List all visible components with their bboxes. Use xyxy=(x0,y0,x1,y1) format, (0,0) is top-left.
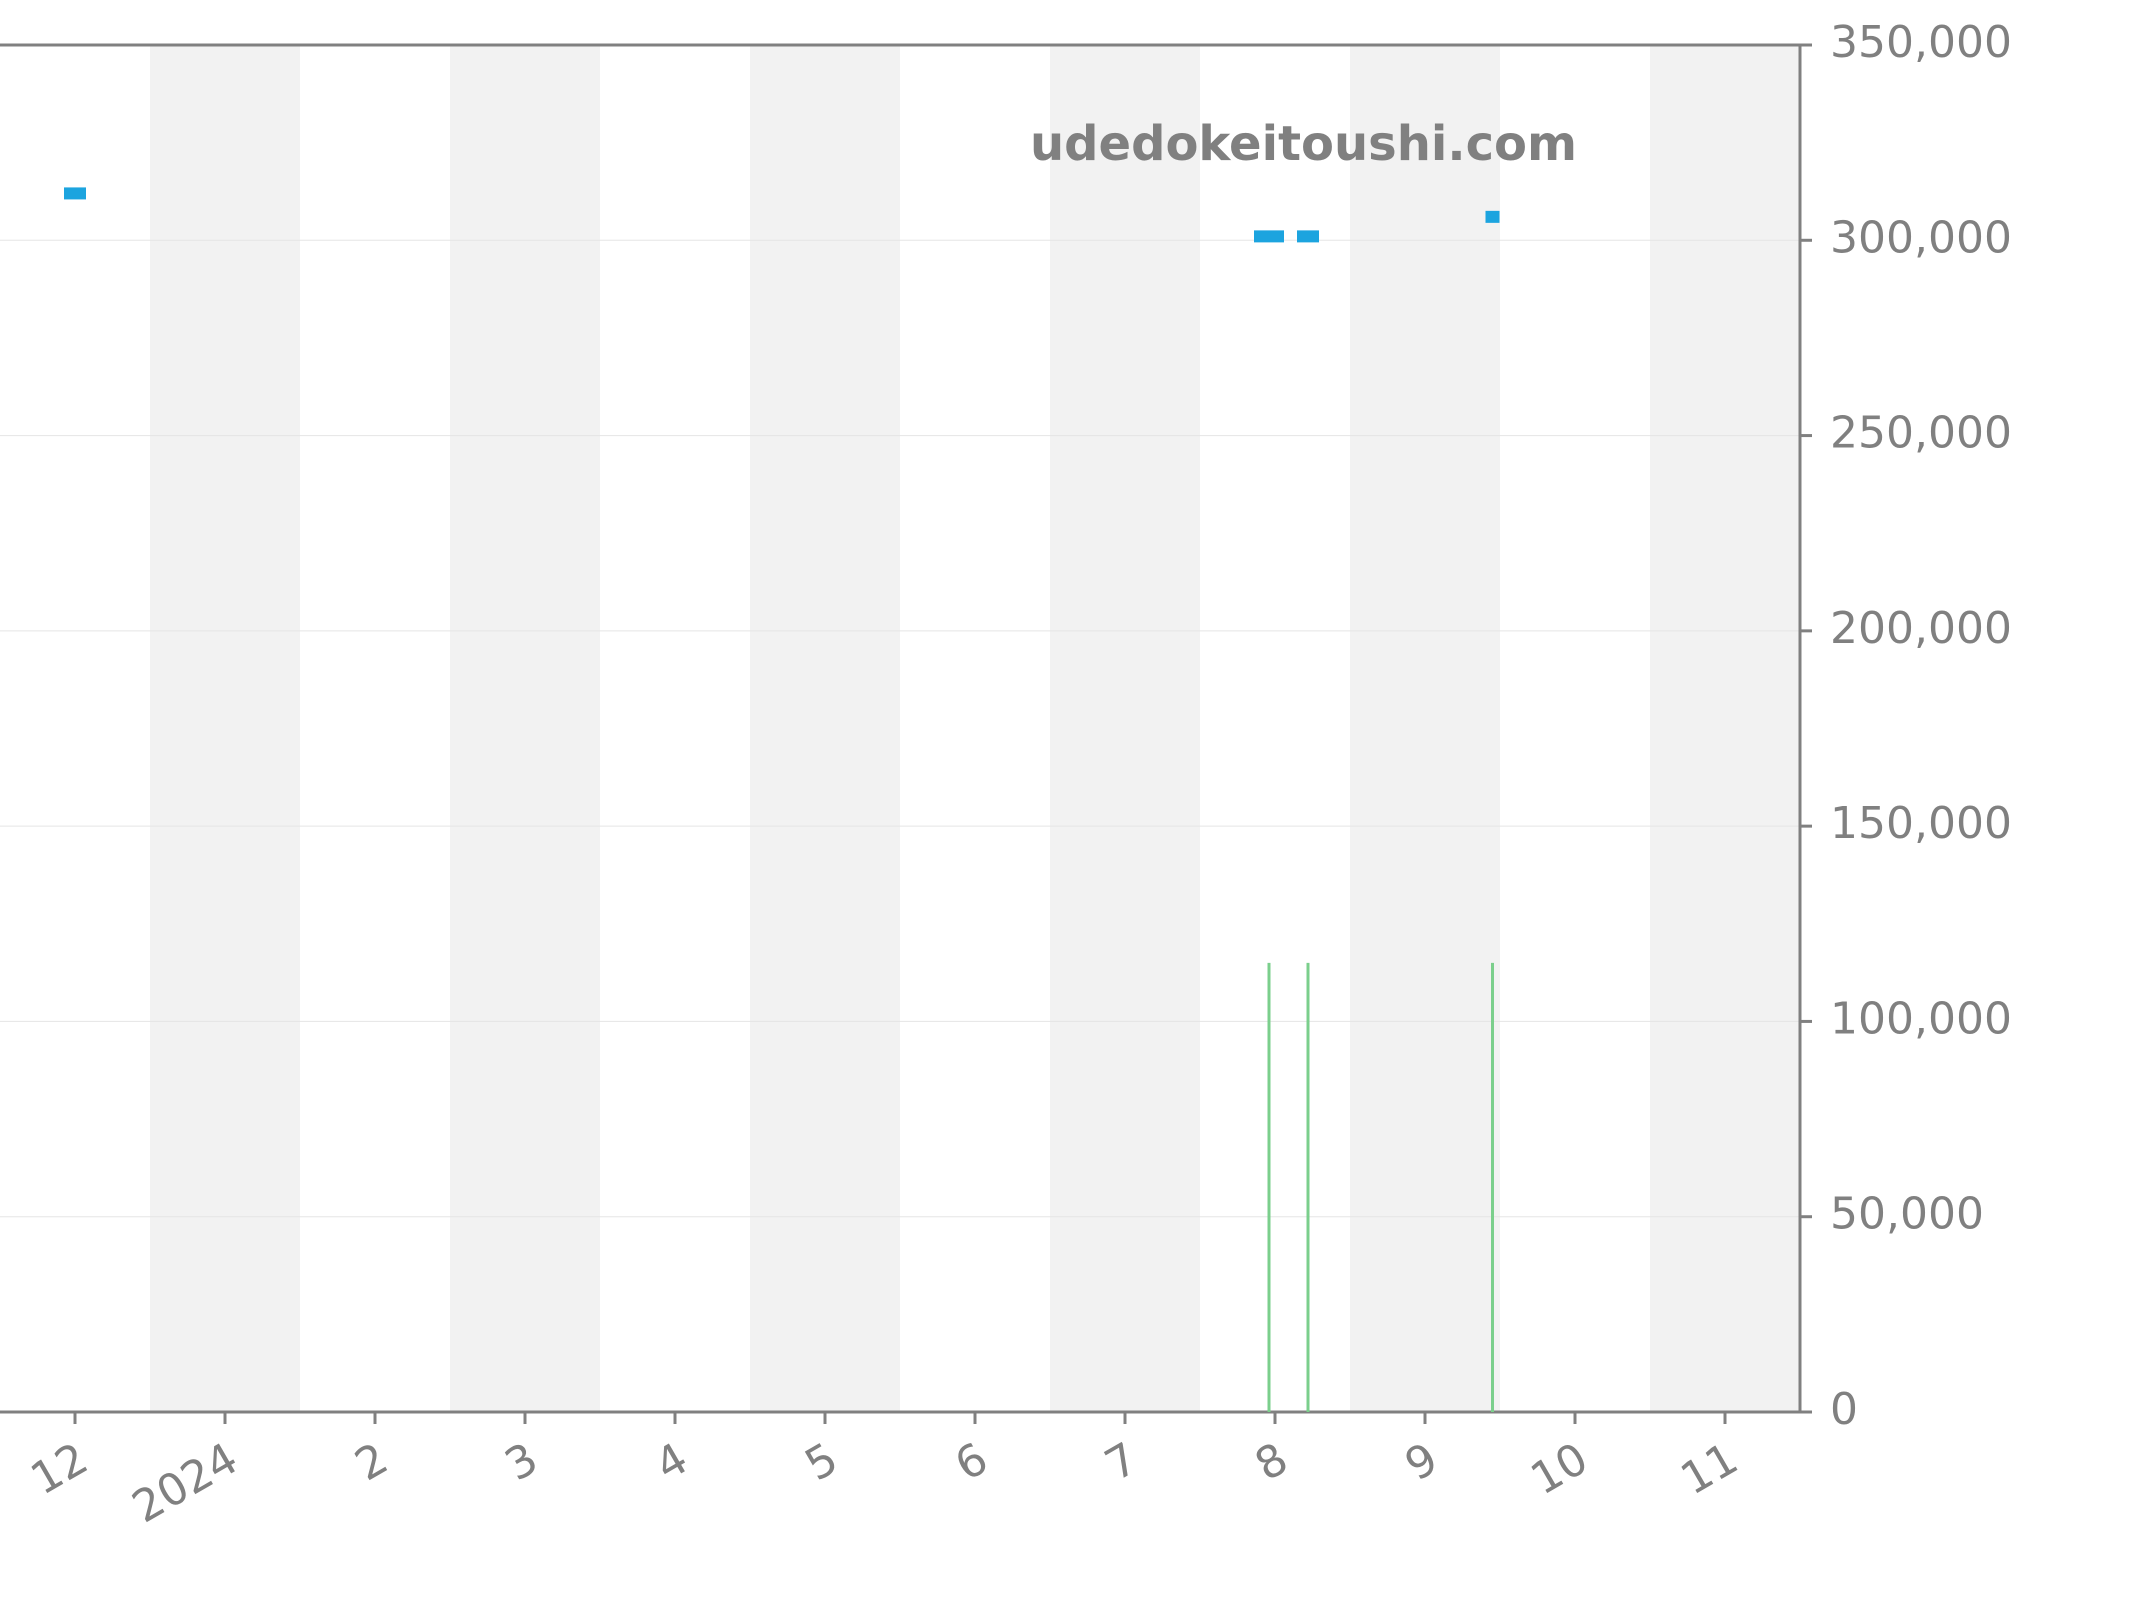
price-marker xyxy=(1486,211,1500,223)
price-marker xyxy=(64,187,86,199)
alt-band xyxy=(450,45,600,1412)
watermark-text: udedokeitoushi.com xyxy=(1030,116,1577,172)
y-tick-label: 350,000 xyxy=(1830,17,2012,68)
y-tick-label: 0 xyxy=(1830,1384,1858,1435)
y-tick-label: 100,000 xyxy=(1830,993,2012,1044)
price-marker xyxy=(1254,230,1284,242)
y-tick-label: 300,000 xyxy=(1830,212,2012,263)
y-tick-label: 150,000 xyxy=(1830,798,2012,849)
alt-band xyxy=(1350,45,1500,1412)
chart-svg: 0 50,000 100,000 150,000 200,000 250,000 300,0… xyxy=(0,0,2144,1600)
price-marker xyxy=(1297,230,1319,242)
alt-band xyxy=(1050,45,1200,1412)
y-tick-label: 250,000 xyxy=(1830,408,2012,459)
alt-band xyxy=(150,45,300,1412)
y-tick-label: 200,000 xyxy=(1830,603,2012,654)
chart-container: 0 50,000 100,000 150,000 200,000 250,000 300,0… xyxy=(0,0,2144,1600)
y-tick-label: 50,000 xyxy=(1830,1189,1984,1240)
alt-band xyxy=(1650,45,1800,1412)
alt-band xyxy=(750,45,900,1412)
